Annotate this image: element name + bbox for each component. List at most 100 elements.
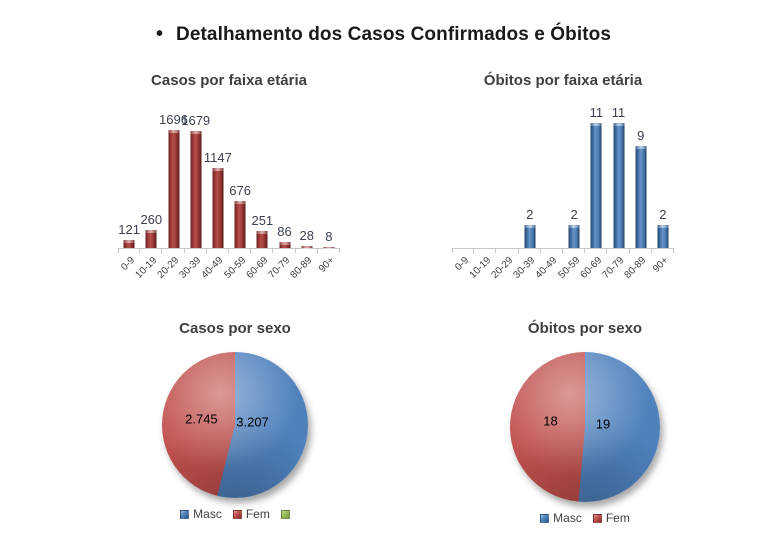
bar [613,123,625,248]
legend-item: Masc [180,507,222,521]
x-axis-tick: 40-49 [534,249,564,297]
x-axis-tick: 30-39 [512,249,542,297]
x-axis-tick: 60-69 [578,249,608,297]
legend-item [280,509,290,519]
bar [590,123,602,248]
chart-legend: Masc Fem [500,511,670,525]
bar-category [496,99,518,248]
x-axis-tick: 50-59 [222,249,252,297]
bar [234,201,246,248]
x-axis-label: 90+ [316,255,337,275]
x-axis-tick: 10-19 [467,249,497,297]
bar-category: 9 [630,99,652,248]
x-axis-tick: 20-29 [155,249,185,297]
pie-slice-label: 18 [543,413,558,429]
x-axis-tick: 30-39 [178,249,208,297]
pie-slice-label: 2.745 [185,411,218,427]
legend-label: Fem [605,511,630,525]
x-axis-label: 0-9 [118,255,137,273]
bar-category: 251 [251,99,273,248]
bar [568,225,580,248]
bullet-icon: • [156,23,164,45]
bar [145,230,157,248]
chart-casos-por-faixa-etaria: Casos por faixa etária 121 260 1696 1679 114… [118,72,341,297]
bar-value-label: 8 [325,229,333,244]
bar [323,247,335,250]
bar-value-label: 28 [299,228,314,243]
chart-title: Casos por sexo [179,320,291,337]
x-axis-labels: 0-9 10-19 20-29 30-39 40-49 50-59 60-69 70-79 80… [118,249,341,297]
bar-value-label: 251 [251,213,274,228]
bar-value-label: 260 [140,212,163,227]
x-axis-labels: 0-9 10-19 20-29 30-39 40-49 50-59 60-69 70-79 80… [452,249,675,297]
legend-swatch-icon [540,513,550,523]
legend-label: Masc [553,511,582,525]
bar-category: 260 [140,99,162,248]
bar [635,146,647,248]
bar [301,246,313,249]
legend-item: Masc [540,511,582,525]
bar-value-label: 1679 [181,113,211,128]
bar-category: 1679 [181,99,210,248]
legend-swatch-icon [280,509,290,519]
bar-value-label: 2 [526,207,534,222]
legend-label: Masc [193,507,222,521]
bar-value-label: 1147 [203,150,232,165]
x-axis-tick: 50-59 [556,249,586,297]
x-axis-tick: 0-9 [452,249,475,297]
x-axis-label: 90+ [650,255,671,275]
bar-value-label: 2 [570,207,578,222]
x-axis-tick: 80-89 [623,249,653,297]
bar [279,242,291,248]
legend-item: Fem [232,507,270,521]
chart-title: Óbitos por faixa etária [483,72,643,89]
legend-label: Fem [245,507,270,521]
bar [524,225,536,248]
x-axis-tick: 70-79 [266,249,296,297]
x-axis-tick: 80-89 [289,249,319,297]
x-axis-tick: 0-9 [118,249,141,297]
bar-plot: 121 260 1696 1679 1147 676 251 86 28 8 [118,99,340,250]
pie-graphic: 19 18 [510,352,660,502]
chart-casos-por-sexo: Casos por sexo 3.207 2.745 Masc Fem [152,320,318,521]
pie-graphic: 3.207 2.745 [162,352,308,498]
bar-category [452,99,474,248]
chart-obitos-por-sexo: Óbitos por sexo 19 18 Masc Fem [500,320,670,525]
bar-category: 121 [118,99,140,248]
bar-plot: 2 2 11 11 9 2 [452,99,674,249]
bar-value-label: 11 [611,105,626,120]
pie-slice-label: 3.207 [236,414,269,430]
x-axis-tick: 90+ [650,249,675,297]
bar [123,240,135,248]
bar-value-label: 86 [277,224,292,239]
x-axis-tick: 90+ [316,249,341,297]
bar-category: 676 [229,99,251,248]
x-axis-tick: 60-69 [244,249,274,297]
bar-category [474,99,496,248]
bar-category: 86 [273,99,295,248]
bar-category: 1696 [159,99,188,248]
legend-swatch-icon [592,513,602,523]
bar-category: 2 [652,99,674,248]
bar-value-label: 2 [659,207,667,222]
bar-category: 11 [585,99,607,248]
bar [657,225,669,248]
page-title: Detalhamento dos Casos Confirmados e Óbi… [176,24,612,45]
bar-value-label: 121 [118,222,140,237]
chart-title: Casos por faixa etária [151,72,307,89]
bar [212,168,224,248]
bar-value-label: 676 [229,183,251,198]
bar-value-label: 9 [637,128,645,143]
bar-value-label: 11 [589,105,604,120]
bar-category: 1147 [203,99,232,248]
x-axis-tick: 40-49 [200,249,230,297]
bar [256,231,268,248]
pie-slice-label: 19 [595,416,611,432]
bar [168,130,179,248]
bar-category: 11 [607,99,629,248]
x-axis-tick: 10-19 [133,249,163,297]
bar-category: 8 [318,99,340,250]
section-header: • Detalhamento dos Casos Confirmados e Ó… [156,24,611,46]
bar-category: 2 [519,99,541,248]
